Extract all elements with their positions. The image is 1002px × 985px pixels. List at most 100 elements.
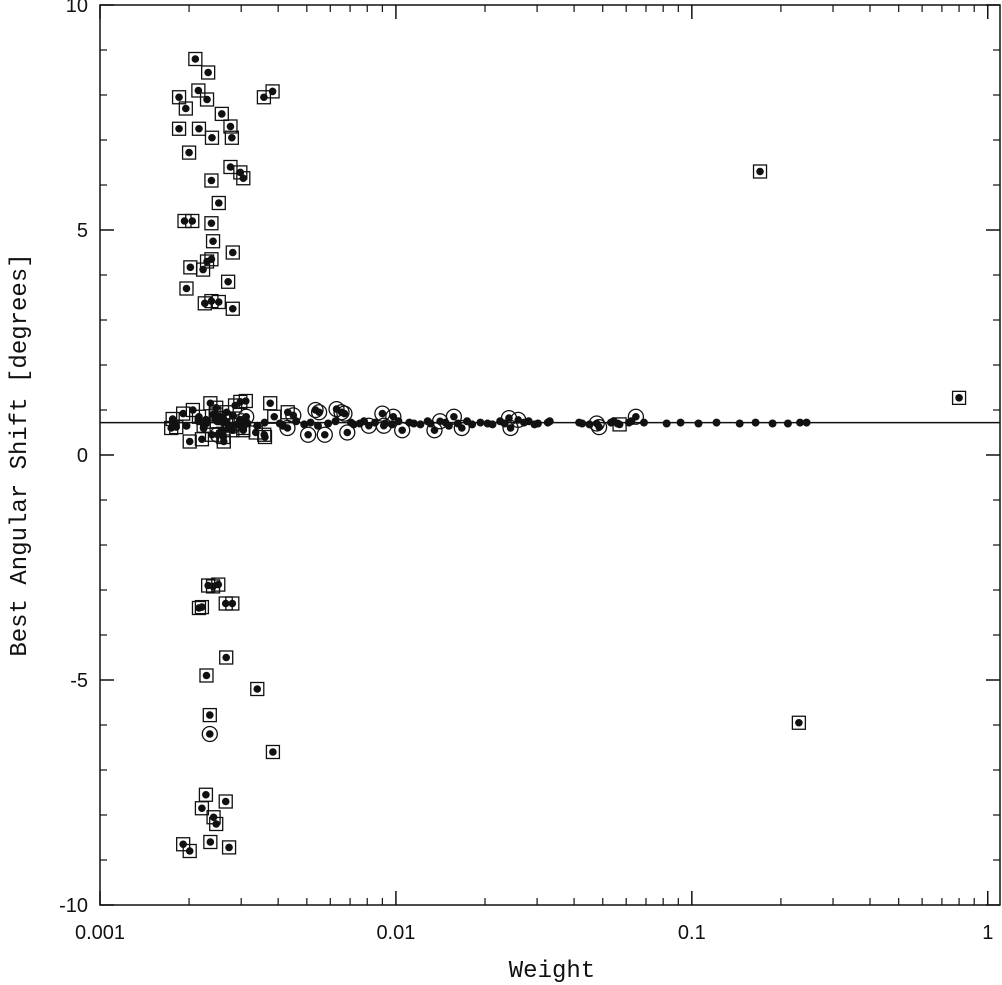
data-point-dot bbox=[751, 418, 760, 427]
data-point-dot bbox=[676, 418, 685, 427]
data-point-dot bbox=[639, 418, 648, 427]
data-point-square bbox=[219, 650, 234, 665]
y-axis-title: Best Angular Shift [degrees] bbox=[7, 253, 34, 656]
data-point-square bbox=[951, 390, 967, 406]
data-point-square bbox=[185, 213, 200, 229]
data-point-dot bbox=[500, 419, 509, 428]
data-point-dot bbox=[802, 418, 811, 427]
data-point-dot bbox=[662, 419, 671, 428]
data-point-square bbox=[224, 130, 240, 145]
data-point-square bbox=[181, 145, 197, 160]
data-point-square bbox=[238, 393, 253, 409]
data-point-square bbox=[257, 429, 273, 445]
data-point-dot bbox=[292, 417, 301, 426]
axis-ticks bbox=[99, 4, 1000, 906]
data-point-circle bbox=[445, 408, 463, 425]
data-point-circle bbox=[316, 426, 333, 443]
data-point-dot bbox=[613, 419, 622, 428]
data-point-dot bbox=[194, 414, 203, 423]
data-point-dot bbox=[488, 420, 497, 429]
data-point-dot bbox=[694, 419, 703, 428]
data-point-square bbox=[265, 84, 280, 99]
data-point-square bbox=[211, 294, 226, 310]
data-point-square bbox=[236, 171, 251, 186]
data-point-square bbox=[206, 810, 221, 825]
data-point-dot bbox=[170, 419, 179, 428]
data-point-dot bbox=[476, 418, 485, 427]
data-point-dot bbox=[331, 417, 340, 426]
data-point-dot bbox=[444, 421, 453, 430]
data-point-dot bbox=[228, 411, 237, 420]
data-point-square bbox=[223, 119, 238, 134]
data-point-square bbox=[223, 159, 238, 175]
data-point-square bbox=[183, 260, 198, 275]
y-tick-label: 10 bbox=[66, 0, 88, 17]
data-point-square bbox=[256, 90, 272, 105]
data-point-square bbox=[195, 262, 211, 277]
data-point-dot bbox=[217, 426, 226, 435]
data-point-dot bbox=[324, 419, 333, 428]
data-point-square bbox=[214, 106, 229, 122]
data-point-dot bbox=[585, 420, 594, 429]
data-point-dot bbox=[300, 420, 309, 429]
data-point-dot bbox=[796, 418, 805, 427]
data-point-square bbox=[221, 840, 237, 855]
data-points bbox=[164, 51, 967, 859]
data-point-dot bbox=[712, 418, 721, 427]
x-axis-title: Weight bbox=[509, 958, 595, 985]
data-point-square bbox=[211, 195, 226, 211]
data-point-square bbox=[202, 707, 217, 723]
y-tick-label: 5 bbox=[77, 220, 88, 242]
data-point-square bbox=[225, 245, 240, 260]
data-point-dot bbox=[313, 421, 322, 430]
data-point-dot bbox=[371, 418, 380, 427]
data-point-dot bbox=[416, 420, 425, 429]
data-point-square bbox=[218, 794, 233, 809]
data-point-dot bbox=[238, 421, 247, 430]
data-point-square bbox=[265, 744, 281, 760]
y-tick-label: 0 bbox=[77, 445, 88, 467]
data-point-square bbox=[225, 301, 240, 316]
data-point-square bbox=[199, 92, 215, 107]
data-point-dot bbox=[199, 424, 208, 432]
data-point-square bbox=[182, 434, 197, 449]
data-point-circle bbox=[310, 404, 328, 421]
data-point-square bbox=[250, 681, 265, 697]
data-point-circle bbox=[336, 405, 353, 422]
data-point-square bbox=[220, 274, 236, 289]
x-tick-label: 0.1 bbox=[678, 922, 706, 944]
data-point-square bbox=[203, 834, 218, 850]
data-point-square bbox=[178, 101, 193, 116]
data-point-square bbox=[204, 252, 219, 267]
y-tick-label: -10 bbox=[59, 895, 88, 917]
data-point-square bbox=[211, 577, 226, 592]
data-point-dot bbox=[409, 419, 418, 428]
y-tick-label: -5 bbox=[70, 670, 88, 692]
data-point-square bbox=[201, 65, 216, 80]
data-point-square bbox=[171, 121, 187, 136]
data-point-dot bbox=[394, 417, 403, 426]
data-point-square bbox=[194, 432, 210, 447]
data-point-square bbox=[263, 396, 278, 411]
data-point-circle bbox=[299, 426, 317, 443]
data-point-square bbox=[752, 164, 768, 179]
data-point-square bbox=[204, 130, 220, 145]
x-tick-label: 1 bbox=[982, 922, 993, 944]
data-point-dot bbox=[533, 419, 542, 428]
data-point-dot bbox=[201, 415, 210, 424]
data-point-dot bbox=[241, 414, 250, 423]
data-point-circle bbox=[201, 725, 218, 743]
data-point-dot bbox=[224, 424, 233, 433]
data-point-square bbox=[198, 787, 214, 802]
x-tick-label: 0.001 bbox=[75, 922, 125, 944]
data-point-dot bbox=[783, 419, 792, 428]
data-point-dot bbox=[215, 412, 224, 421]
data-point-circle bbox=[394, 422, 411, 439]
data-point-dot bbox=[253, 421, 262, 430]
data-point-dot bbox=[468, 420, 477, 429]
data-point-dot bbox=[545, 417, 554, 426]
data-point-dot bbox=[182, 421, 191, 430]
data-point-dot bbox=[426, 419, 435, 428]
data-point-dot bbox=[388, 420, 397, 429]
